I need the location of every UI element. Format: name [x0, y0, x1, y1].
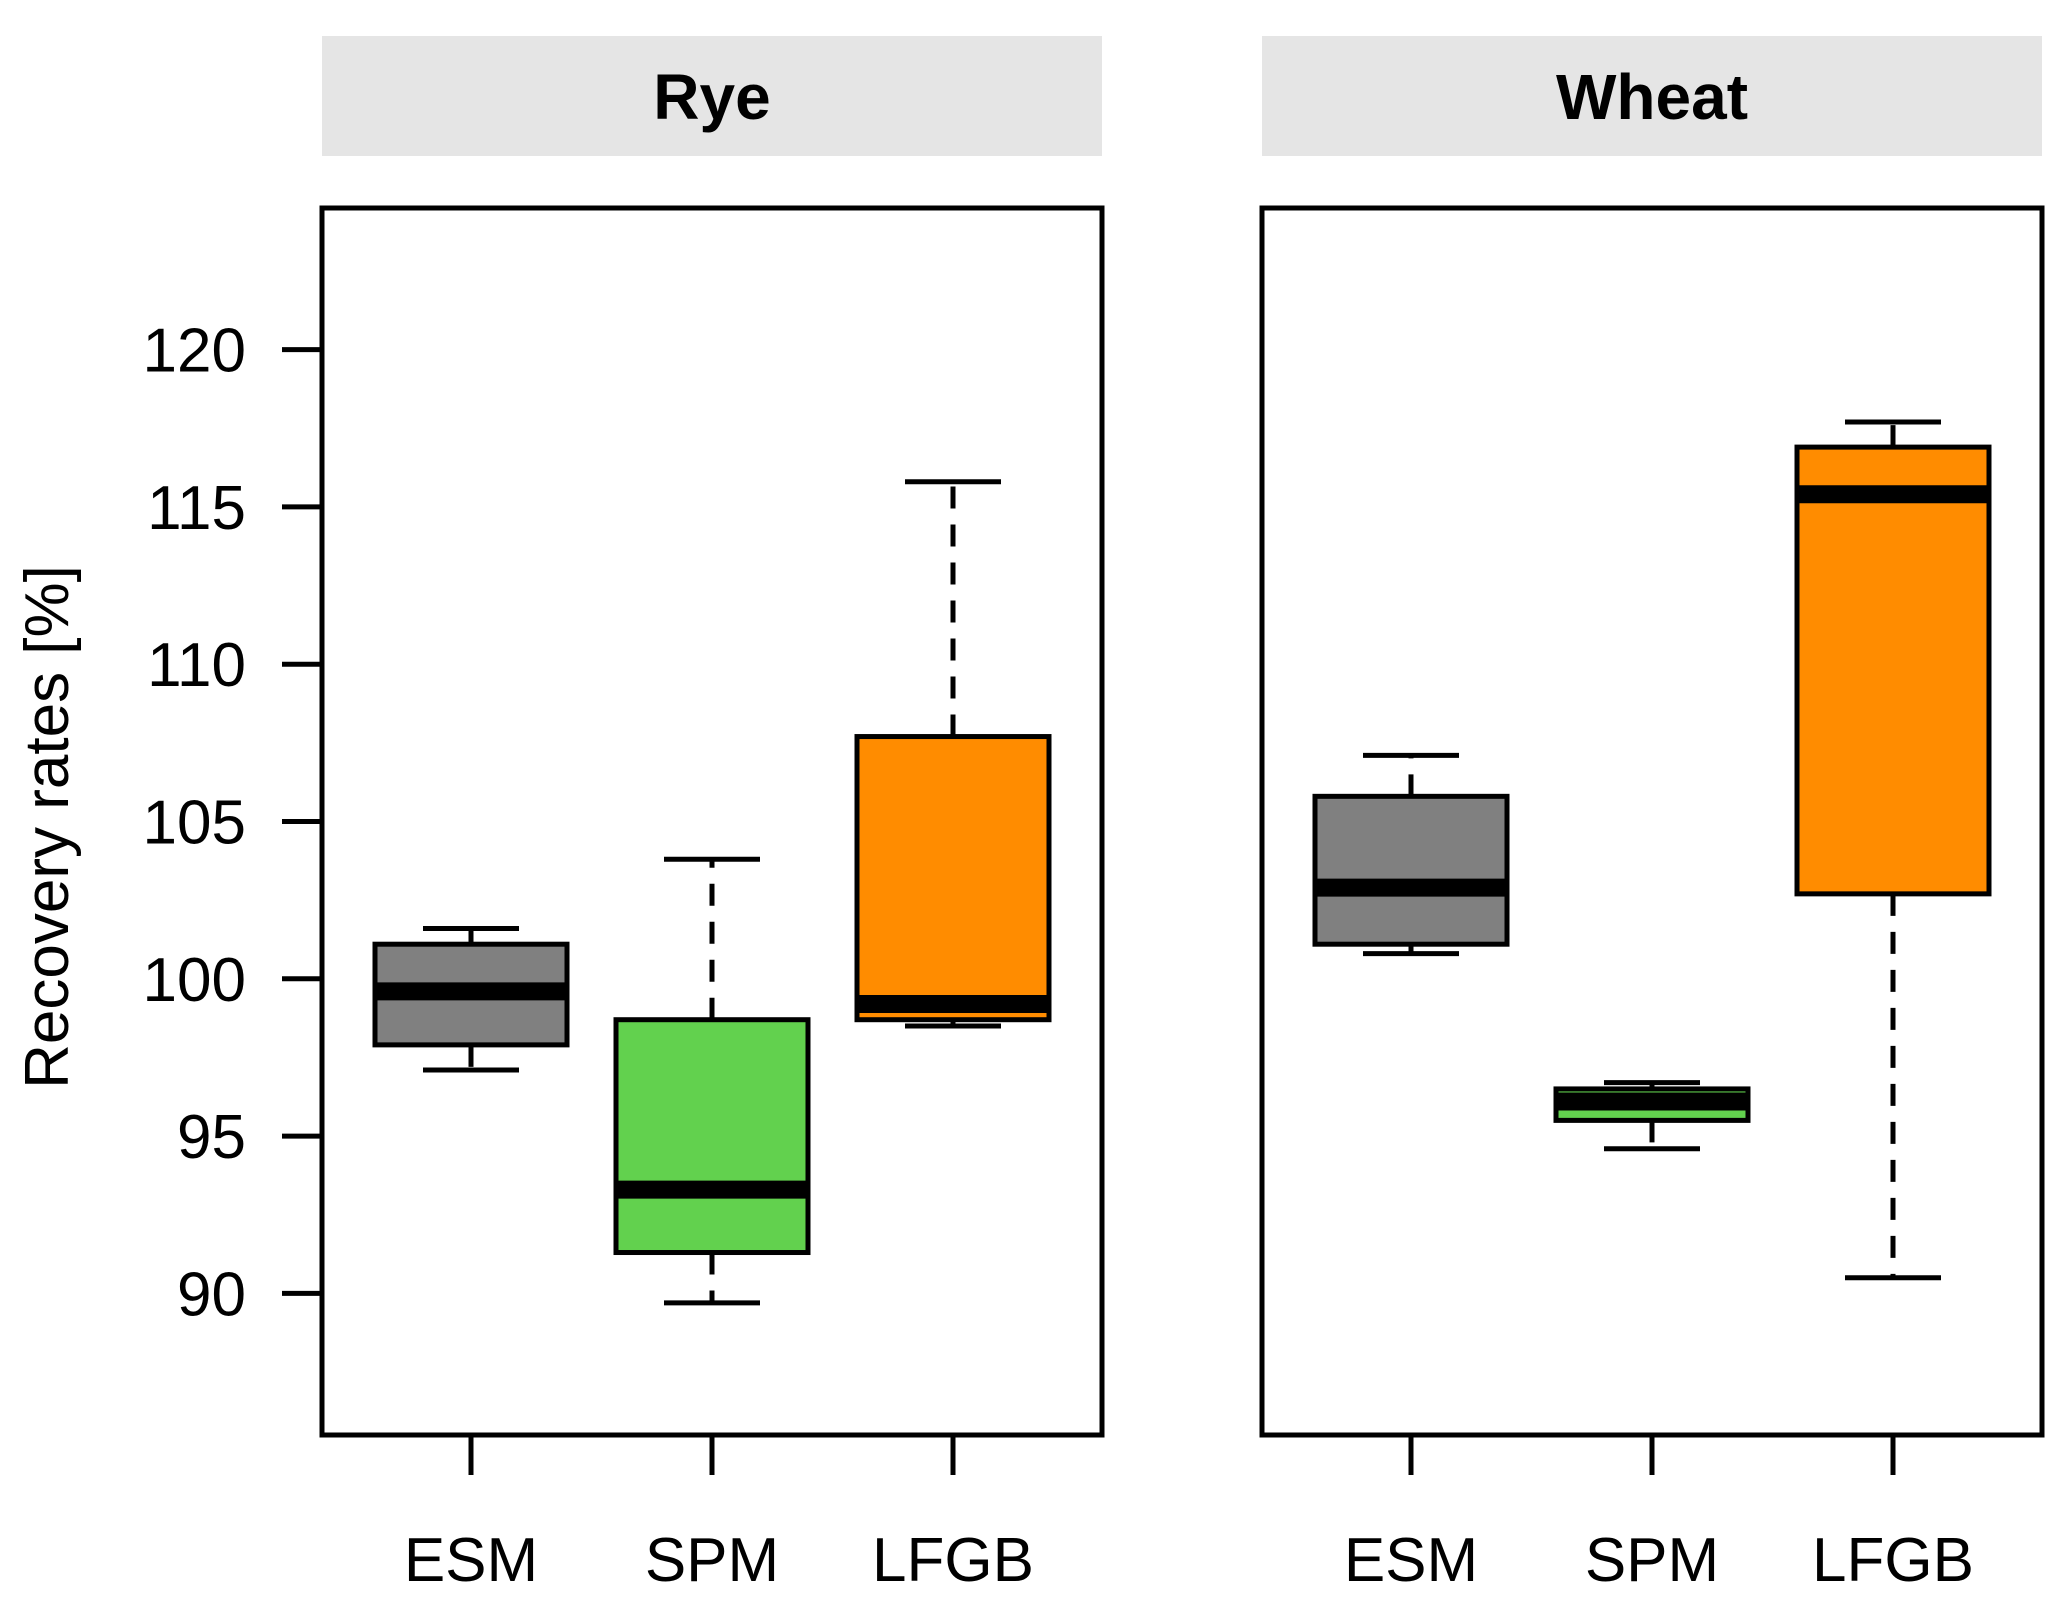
box-esm: [372, 925, 570, 1073]
y-tick-label: 115: [147, 474, 246, 543]
x-tick-label: LFGB: [872, 1526, 1034, 1595]
panel-strip: [322, 36, 1102, 156]
panel-rye: Rye ESM SPM LFGB: [319, 36, 1105, 1595]
panels-layer: 90 95 100 105 110 115 120 Rye ESM SPM LFGB Wheat ESM…: [143, 36, 2045, 1595]
x-tick-label: ESM: [404, 1526, 538, 1595]
panel-wheat: Wheat ESM SPM LFGB: [1259, 36, 2045, 1595]
box-body: [1312, 793, 1510, 947]
box-spm: [613, 856, 811, 1306]
y-tick-label: 90: [177, 1260, 246, 1329]
box-spm: [1553, 1080, 1751, 1152]
box-lfgb: [1794, 419, 1992, 1281]
y-tick-label: 105: [143, 789, 246, 858]
y-tick-label: 100: [143, 946, 246, 1015]
y-tick-label: 110: [147, 631, 246, 700]
y-axis: 90 95 100 105 110 115 120: [143, 317, 322, 1329]
y-tick-label: 120: [143, 317, 246, 386]
box-esm: [1312, 752, 1510, 957]
box-body: [854, 734, 1052, 1023]
panel-title: Wheat: [1556, 61, 1748, 133]
x-tick-label: ESM: [1344, 1526, 1478, 1595]
panel-title: Rye: [653, 61, 770, 133]
y-axis-label: Recovery rates [%]: [13, 565, 82, 1089]
panel-strip: [1262, 36, 2042, 156]
box-body: [1794, 444, 1992, 897]
box-lfgb: [854, 479, 1052, 1029]
x-tick-label: SPM: [1585, 1526, 1719, 1595]
box-body: [613, 1017, 811, 1256]
y-tick-label: 95: [177, 1103, 246, 1172]
x-tick-label: SPM: [645, 1526, 779, 1595]
x-tick-label: LFGB: [1812, 1526, 1974, 1595]
